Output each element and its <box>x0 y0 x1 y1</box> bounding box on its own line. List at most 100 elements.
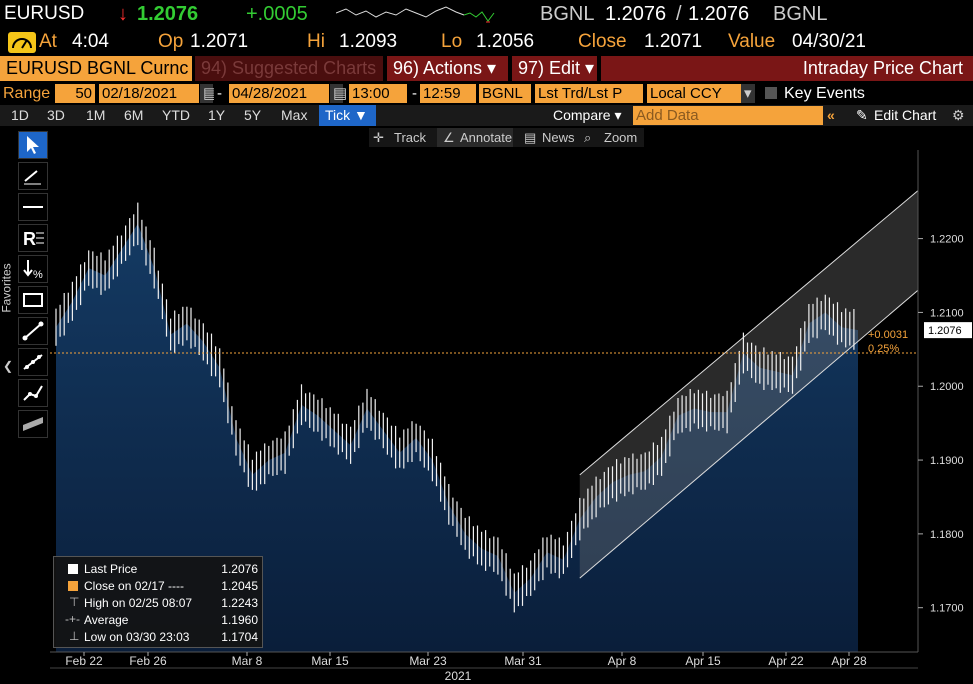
x-tick-label: Mar 23 <box>409 654 447 668</box>
trendline-icon <box>22 321 44 341</box>
period-1y-button[interactable]: 1Y <box>208 107 226 123</box>
edit-chart-button[interactable]: Edit Chart <box>874 107 937 123</box>
ticker-label[interactable]: EURUSD <box>4 3 85 24</box>
range-days-field[interactable]: 50 <box>55 84 95 103</box>
annotate-button[interactable]: Annotate <box>460 130 513 145</box>
crosshair-icon[interactable]: ✛ <box>373 130 384 145</box>
change-label: +0.0031 <box>868 329 908 341</box>
percent-change-tool[interactable]: % <box>18 255 48 283</box>
trendline-tool[interactable] <box>18 317 48 345</box>
period-ytd-button[interactable]: YTD <box>162 107 190 123</box>
legend-low: ⊥ Low on 03/30 23:03 1.1704 <box>60 629 258 645</box>
favorites-tab[interactable]: Favorites <box>0 259 16 319</box>
legend-close-label: Close on 02/17 ---- <box>84 579 185 593</box>
field-selector[interactable]: Lst Trd/Lst P <box>535 84 643 103</box>
svg-text:%: % <box>33 269 43 281</box>
annotate-button-bg[interactable] <box>437 128 513 147</box>
multi-point-tool[interactable] <box>18 379 48 407</box>
parallel-channel-tool[interactable] <box>18 410 48 438</box>
close-value: 1.2071 <box>644 31 703 52</box>
down-arrow-icon: ↓ <box>118 3 128 25</box>
period-max-button[interactable]: Max <box>281 107 308 123</box>
low-label: Lo <box>441 31 463 52</box>
high-label: Hi <box>307 31 325 52</box>
high-value: 1.2093 <box>339 31 398 52</box>
bid-price: 1.2076 <box>605 3 667 25</box>
period-3d-button[interactable]: 3D <box>47 107 65 123</box>
legend-last-price: Last Price 1.2076 <box>60 561 258 577</box>
retracement-icon: R <box>23 229 44 249</box>
y-tick-label: 1.1900 <box>930 455 964 467</box>
legend-high-value: 1.2243 <box>221 596 258 610</box>
key-events-checkbox[interactable] <box>765 87 777 99</box>
channel-tool[interactable] <box>18 348 48 376</box>
period-5y-button[interactable]: 5Y <box>244 107 262 123</box>
legend-last-price-label: Last Price <box>84 562 138 576</box>
pen-tool[interactable] <box>18 162 48 190</box>
time-dash: - <box>409 84 419 103</box>
at-label: At <box>39 31 57 52</box>
pointer-tool[interactable] <box>18 131 48 159</box>
period-6m-button[interactable]: 6M <box>124 107 144 123</box>
key-events-label: Key Events <box>781 84 891 103</box>
compare-menu[interactable]: Compare ▾ <box>553 107 622 123</box>
news-icon[interactable]: ▤ <box>524 130 537 145</box>
horizontal-line-icon <box>23 206 43 208</box>
suggested-charts-tab[interactable]: 94) Suggested Charts <box>195 56 383 81</box>
legend-average-value: 1.1960 <box>221 613 258 627</box>
cursor-arrow-icon <box>27 136 39 154</box>
value-date: 04/30/21 <box>792 31 866 52</box>
period-1d-button[interactable]: 1D <box>11 107 29 123</box>
chevron-down-icon[interactable]: ▾ <box>741 84 755 103</box>
function-tabs: EURUSD BGNL Curnc 94) Suggested Charts 9… <box>0 56 973 82</box>
drawing-toolbar: Favorites ❮ R % <box>0 129 50 451</box>
start-date-field[interactable]: 02/18/2021 <box>99 84 199 103</box>
x-axis-year-label: 2021 <box>445 669 472 683</box>
zoom-icon[interactable]: ⌕ <box>584 130 592 145</box>
range-dash: - <box>214 84 228 103</box>
high-marker-icon: ⊤ <box>69 595 80 609</box>
actions-menu[interactable]: 96) Actions ▾ <box>387 56 508 81</box>
chart-subtoolbar: ✛ Track ∠ Annotate ▤ News ⌕ Zoom <box>369 128 644 147</box>
edit-menu[interactable]: 97) Edit ▾ <box>512 56 597 81</box>
period-bar: 1D 3D 1M 6M YTD 1Y 5Y Max Tick ▼ Compare… <box>0 105 973 126</box>
pencil-icon[interactable]: ✎ <box>856 107 868 123</box>
favorites-label: Favorites <box>0 263 14 313</box>
chevron-left-icon[interactable]: ❮ <box>3 359 14 373</box>
currency-selector[interactable]: Local CCY <box>647 84 741 103</box>
calendar-icon[interactable]: ▤ <box>200 84 217 103</box>
horizontal-line-tool[interactable] <box>18 193 48 221</box>
legend-close-value: 1.2045 <box>221 579 258 593</box>
source-field[interactable]: BGNL <box>479 84 531 103</box>
legend-high-label: High on 02/25 08:07 <box>84 596 193 610</box>
chevrons-left-icon[interactable]: « <box>827 107 835 123</box>
x-tick-label: Apr 28 <box>831 654 867 668</box>
security-field[interactable]: EURUSD BGNL Curnc <box>0 56 192 81</box>
sparkline-icon <box>336 6 495 23</box>
ask-price: 1.2076 <box>688 3 750 25</box>
end-time-field[interactable]: 12:59 <box>420 84 476 103</box>
rectangle-tool[interactable] <box>18 286 48 314</box>
y-tick-label: 1.2200 <box>930 234 964 246</box>
legend-low-value: 1.1704 <box>221 630 258 644</box>
range-label: Range <box>0 84 54 103</box>
parallel-channel-icon <box>23 417 43 431</box>
track-button[interactable]: Track <box>394 130 427 145</box>
tick-button[interactable]: Tick ▼ <box>319 105 376 126</box>
quote-bar: At 4:04 Op 1.2071 Hi 1.2093 Lo 1.2056 Cl… <box>0 29 973 55</box>
bid-ask-separator: / <box>676 3 682 25</box>
start-time-field[interactable]: 13:00 <box>349 84 407 103</box>
end-date-field[interactable]: 04/28/2021 <box>229 84 329 103</box>
bid-source: BGNL <box>540 3 595 25</box>
period-1m-button[interactable]: 1M <box>86 107 106 123</box>
last-price: 1.2076 <box>137 3 199 25</box>
gear-icon[interactable]: ⚙ <box>952 107 965 123</box>
y-tick-label: 1.2000 <box>930 381 964 393</box>
zoom-button[interactable]: Zoom <box>604 130 638 145</box>
news-button[interactable]: News <box>542 130 575 145</box>
calendar-icon[interactable]: ▤ <box>330 84 347 103</box>
add-data-input[interactable]: Add Data <box>633 106 823 125</box>
retracement-tool[interactable]: R <box>18 224 48 252</box>
legend-average-label: Average <box>84 613 129 627</box>
